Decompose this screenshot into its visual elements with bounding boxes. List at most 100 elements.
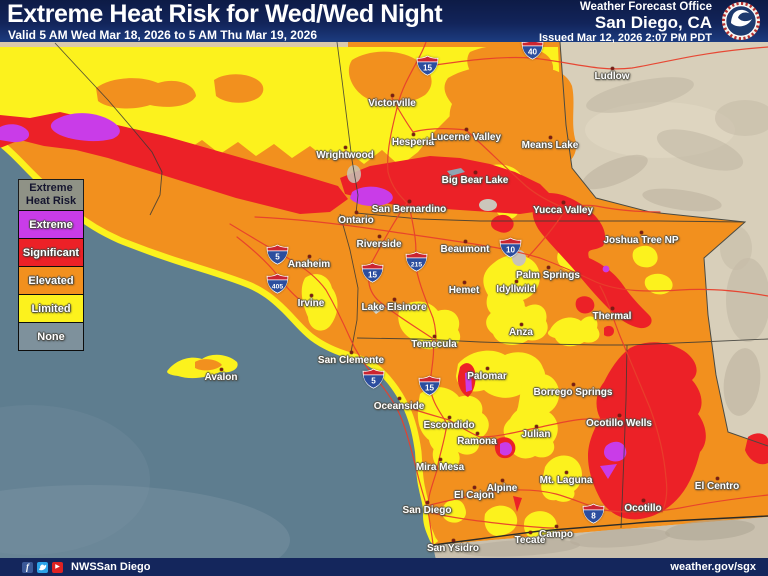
city-label-ludlow: Ludlow (594, 71, 630, 82)
youtube-icon: ▶ (52, 561, 63, 573)
office-name: Weather Forecast Office (579, 1, 712, 13)
city-label-victorville: Victorville (368, 98, 416, 109)
interstate-5-shield-icon: 5 (362, 368, 385, 394)
city-dot-big-bear-lake (473, 170, 477, 174)
city-label-escondido: Escondido (423, 420, 475, 431)
city-label-ocotillo-wells: Ocotillo Wells (586, 418, 652, 429)
interstate-40-shield-icon: 40 (521, 39, 544, 65)
interstate-215-shield-icon: 215 (405, 251, 428, 277)
svg-text:405: 405 (271, 283, 282, 290)
svg-text:215: 215 (410, 261, 421, 268)
city-dot-victorville (390, 93, 394, 97)
city-dot-anaheim (307, 254, 311, 258)
city-label-lucerne-valley: Lucerne Valley (430, 132, 502, 143)
city-label-julian: Julian (521, 429, 551, 440)
city-label-temecula: Temecula (411, 339, 457, 350)
city-label-ocotillo: Ocotillo (624, 503, 662, 514)
legend-item-limited: Limited (18, 294, 84, 324)
city-dot-mira-mesa (438, 457, 442, 461)
heat-risk-map: Extreme Heat Risk Extreme Significant Elev… (0, 39, 768, 558)
svg-text:40: 40 (527, 47, 537, 56)
city-dot-escondido (447, 415, 451, 419)
city-label-anza: Anza (509, 327, 533, 338)
city-dot-joshua-tree-np (639, 230, 643, 234)
social-handle: NWSSan Diego (71, 561, 151, 573)
interstate-10-shield-icon: 10 (499, 237, 522, 263)
city-label-alpine: Alpine (486, 483, 518, 494)
city-label-mt-laguna: Mt. Laguna (539, 475, 593, 486)
city-dot-temecula (432, 334, 436, 338)
city-label-yucca-valley: Yucca Valley (532, 205, 594, 216)
city-label-means-lake: Means Lake (521, 140, 579, 151)
svg-text:5: 5 (275, 252, 280, 261)
svg-text:8: 8 (591, 511, 596, 520)
city-label-beaumont: Beaumont (440, 244, 490, 255)
city-label-san-clemente: San Clemente (317, 355, 385, 366)
city-label-thermal: Thermal (592, 311, 632, 322)
city-label-riverside: Riverside (356, 239, 402, 250)
city-label-irvine: Irvine (297, 298, 325, 309)
social-links: f ▶ NWSSan Diego (22, 561, 150, 573)
issued-timestamp: Issued Mar 12, 2026 2:07 PM PDT (538, 32, 712, 44)
city-label-wrightwood: Wrightwood (316, 150, 374, 161)
city-label-tecate: Tecate (514, 535, 546, 546)
city-label-hemet: Hemet (448, 285, 480, 296)
city-dot-ocotillo-wells (617, 413, 621, 417)
city-label-campo: Campo (539, 529, 573, 540)
city-label-hesperia: Hesperia (391, 137, 435, 148)
city-dot-san-clemente (349, 350, 353, 354)
header-bar: Extreme Heat Risk for Wed/Wed Night Vali… (0, 0, 768, 44)
office-block: Weather Forecast Office San Diego, CA Is… (539, 1, 712, 44)
city-dot-palomar (485, 366, 489, 370)
city-label-san-diego: San Diego (402, 505, 452, 516)
svg-text:5: 5 (371, 376, 376, 385)
city-dot-san-bernardino (407, 199, 411, 203)
city-dot-alpine (500, 478, 504, 482)
city-label-avalon: Avalon (204, 372, 238, 383)
city-dot-ontario (354, 210, 358, 214)
valid-subtitle: Valid 5 AM Wed Mar 18, 2026 to 5 AM Thu … (8, 28, 317, 42)
city-dot-ramona (475, 431, 479, 435)
city-label-san-bernardino: San Bernardino (371, 204, 447, 215)
city-dot-borrego-springs (571, 382, 575, 386)
city-dot-means-lake (548, 135, 552, 139)
map-overlay: Victorville Hesperia Lucerne Valley Means L… (0, 39, 768, 558)
map-graphic (0, 42, 768, 558)
city-dot-lucerne-valley (464, 127, 468, 131)
legend-item-elevated: Elevated (18, 266, 84, 296)
city-dot-beaumont (463, 239, 467, 243)
legend-item-extreme: Extreme (18, 210, 84, 240)
city-label-idyllwild: Idyllwild (496, 284, 536, 295)
city-label-el-centro: El Centro (694, 481, 740, 492)
city-dot-riverside (377, 234, 381, 238)
city-dot-palm-springs (546, 265, 550, 269)
city-dot-hemet (462, 280, 466, 284)
city-dot-ludlow (610, 66, 614, 70)
nws-logo-icon (721, 1, 761, 41)
city-dot-thermal (610, 306, 614, 310)
city-label-el-cajon: El Cajon (453, 490, 495, 501)
city-dot-san-ysidro (451, 538, 455, 542)
interstate-405-shield-icon: 405 (266, 273, 289, 299)
legend-item-significant: Significant (18, 238, 84, 268)
city-label-san-ysidro: San Ysidro (426, 543, 480, 554)
city-label-mira-mesa: Mira Mesa (415, 462, 465, 473)
interstate-15-shield-icon: 15 (361, 262, 384, 288)
city-dot-campo (554, 524, 558, 528)
legend-title: Extreme Heat Risk (18, 179, 84, 212)
city-dot-wrightwood (343, 145, 347, 149)
city-dot-el-centro (715, 476, 719, 480)
footer-bar: f ▶ NWSSan Diego weather.gov/sgx (0, 558, 768, 576)
city-label-oceanside: Oceanside (373, 401, 425, 412)
city-label-joshua-tree-np: Joshua Tree NP (603, 235, 679, 246)
svg-text:15: 15 (424, 383, 434, 392)
city-label-ramona: Ramona (457, 436, 497, 447)
twitter-icon (37, 561, 48, 573)
city-label-lake-elsinore: Lake Elsinore (361, 302, 427, 313)
city-label-borrego-springs: Borrego Springs (533, 387, 613, 398)
city-dot-el-cajon (472, 485, 476, 489)
page-title: Extreme Heat Risk for Wed/Wed Night (7, 0, 443, 28)
city-dot-idyllwild (514, 279, 518, 283)
city-dot-julian (534, 424, 538, 428)
office-city: San Diego, CA (594, 13, 712, 32)
